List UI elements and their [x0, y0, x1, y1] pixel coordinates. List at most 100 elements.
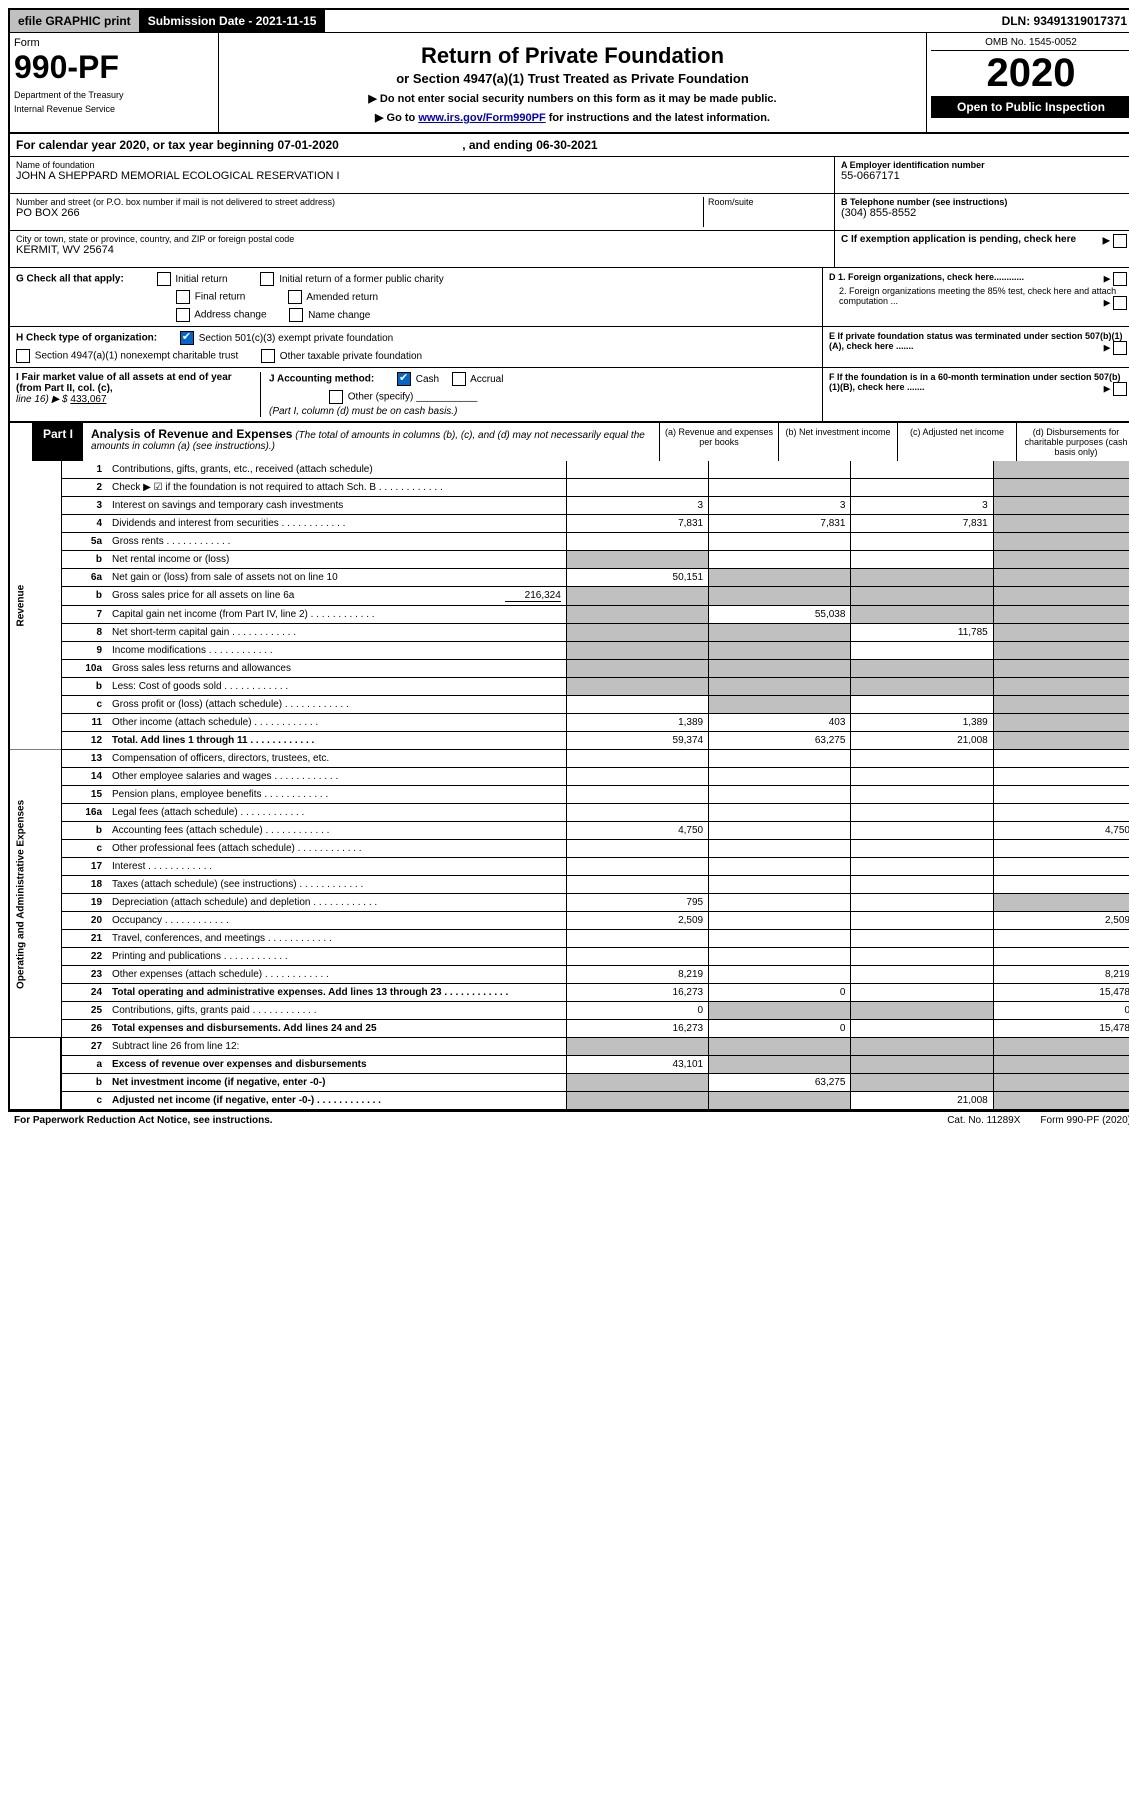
amount-cell-c: 7,831 [851, 515, 993, 533]
name-change-checkbox[interactable] [289, 308, 303, 322]
amount-cell-d [993, 533, 1129, 551]
amount-cell-b [709, 660, 851, 678]
line-description: Net short-term capital gain [107, 624, 566, 642]
final-return-checkbox[interactable] [176, 290, 190, 304]
amount-cell-c [851, 551, 993, 569]
city-row: City or town, state or province, country… [10, 231, 834, 267]
table-row: 24Total operating and administrative exp… [10, 984, 1129, 1002]
line-number: a [61, 1056, 107, 1074]
cat-no: Cat. No. 11289X [927, 1115, 1040, 1126]
amount-cell-c [851, 840, 993, 858]
foundation-name-row: Name of foundation JOHN A SHEPPARD MEMOR… [10, 157, 834, 194]
form-990pf: efile GRAPHIC print Submission Date - 20… [8, 8, 1129, 1112]
amount-cell-a [566, 1038, 708, 1056]
table-row: 19Depreciation (attach schedule) and dep… [10, 894, 1129, 912]
efile-print-button[interactable]: efile GRAPHIC print [10, 10, 140, 32]
amount-cell-b [709, 804, 851, 822]
f-checkbox[interactable] [1113, 382, 1127, 396]
addr-change-checkbox[interactable] [176, 308, 190, 322]
table-row: 22Printing and publications [10, 948, 1129, 966]
amount-cell-c [851, 569, 993, 587]
amount-cell-a: 16,273 [566, 1020, 708, 1038]
amount-cell-a [566, 858, 708, 876]
table-row: bNet investment income (if negative, ent… [10, 1074, 1129, 1092]
table-row: bAccounting fees (attach schedule)4,7504… [10, 822, 1129, 840]
line-number: 9 [61, 642, 107, 660]
line-description: Gross sales less returns and allowances [107, 660, 566, 678]
amount-cell-b [709, 1092, 851, 1110]
amount-cell-b [709, 696, 851, 714]
other-method-checkbox[interactable] [329, 390, 343, 404]
line-description: Income modifications [107, 642, 566, 660]
amount-cell-a: 0 [566, 1002, 708, 1020]
amount-cell-c [851, 876, 993, 894]
amount-cell-d [993, 876, 1129, 894]
table-row: 10aGross sales less returns and allowanc… [10, 660, 1129, 678]
amount-cell-b [709, 876, 851, 894]
amount-cell-a: 3 [566, 497, 708, 515]
part1-header-row: Part I Analysis of Revenue and Expenses … [10, 423, 1129, 461]
line-description: Legal fees (attach schedule) [107, 804, 566, 822]
line-description: Less: Cost of goods sold [107, 678, 566, 696]
form-ref: Form 990-PF (2020) [1040, 1115, 1129, 1126]
amount-cell-c [851, 912, 993, 930]
initial-former-checkbox[interactable] [260, 272, 274, 286]
section-label: Operating and Administrative Expenses [10, 750, 61, 1038]
footer: For Paperwork Reduction Act Notice, see … [8, 1112, 1129, 1129]
line-number: 21 [61, 930, 107, 948]
table-row: bGross sales price for all assets on lin… [10, 587, 1129, 606]
amount-cell-d [993, 1038, 1129, 1056]
initial-return-checkbox[interactable] [157, 272, 171, 286]
table-row: cAdjusted net income (if negative, enter… [10, 1092, 1129, 1110]
amount-cell-d [993, 786, 1129, 804]
amended-checkbox[interactable] [288, 290, 302, 304]
amount-cell-a: 59,374 [566, 732, 708, 750]
amount-cell-b [709, 840, 851, 858]
line-number: 26 [61, 1020, 107, 1038]
paperwork-notice: For Paperwork Reduction Act Notice, see … [14, 1115, 927, 1126]
table-row: 23Other expenses (attach schedule)8,2198… [10, 966, 1129, 984]
amount-cell-c [851, 768, 993, 786]
exemption-checkbox[interactable] [1113, 234, 1127, 248]
e-checkbox[interactable] [1113, 341, 1127, 355]
table-row: 6aNet gain or (loss) from sale of assets… [10, 569, 1129, 587]
line-description: Subtract line 26 from line 12: [107, 1038, 566, 1056]
accrual-checkbox[interactable] [452, 372, 466, 386]
amount-cell-c [851, 660, 993, 678]
part1-table: Revenue1Contributions, gifts, grants, et… [10, 461, 1129, 1110]
amount-cell-a [566, 678, 708, 696]
amount-cell-a: 8,219 [566, 966, 708, 984]
501c3-checkbox[interactable] [180, 331, 194, 345]
cash-checkbox[interactable] [397, 372, 411, 386]
line-description: Other expenses (attach schedule) [107, 966, 566, 984]
line-number: 27 [61, 1038, 107, 1056]
amount-cell-c [851, 1038, 993, 1056]
amount-cell-a [566, 461, 708, 479]
amount-cell-d [993, 750, 1129, 768]
line-number: 24 [61, 984, 107, 1002]
amount-cell-b [709, 750, 851, 768]
d1-checkbox[interactable] [1113, 272, 1127, 286]
i-block: I Fair market value of all assets at end… [16, 372, 261, 417]
irs-label: Internal Revenue Service [14, 104, 214, 114]
amount-cell-c [851, 894, 993, 912]
amount-cell-b [709, 894, 851, 912]
4947-checkbox[interactable] [16, 349, 30, 363]
line-description: Interest on savings and temporary cash i… [107, 497, 566, 515]
dept-treasury: Department of the Treasury [14, 90, 214, 100]
table-row: bLess: Cost of goods sold [10, 678, 1129, 696]
amount-cell-d: 4,750 [993, 822, 1129, 840]
line-description: Total operating and administrative expen… [107, 984, 566, 1002]
amount-cell-a [566, 804, 708, 822]
other-taxable-checkbox[interactable] [261, 349, 275, 363]
amount-cell-b [709, 912, 851, 930]
line-number: 1 [61, 461, 107, 479]
form990pf-link[interactable]: www.irs.gov/Form990PF [418, 112, 545, 124]
d2-checkbox[interactable] [1113, 296, 1127, 310]
table-row: 3Interest on savings and temporary cash … [10, 497, 1129, 515]
line-number: 22 [61, 948, 107, 966]
table-row: 26Total expenses and disbursements. Add … [10, 1020, 1129, 1038]
table-row: 27Subtract line 26 from line 12: [10, 1038, 1129, 1056]
phone-row: B Telephone number (see instructions) (3… [835, 194, 1129, 231]
line-number: 7 [61, 606, 107, 624]
